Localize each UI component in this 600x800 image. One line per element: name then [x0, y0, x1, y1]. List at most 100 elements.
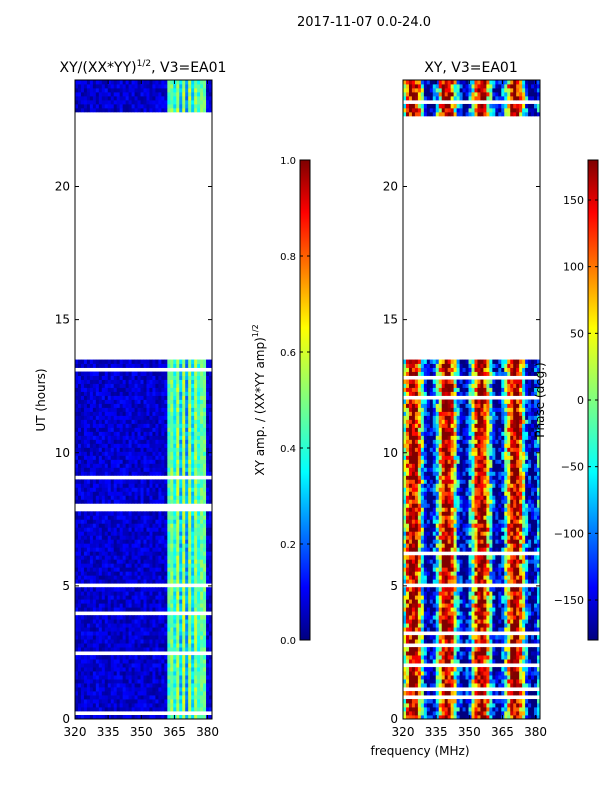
- amplitude-heatmap-cell: [128, 691, 132, 696]
- amplitude-heatmap-cell: [110, 483, 115, 488]
- phase-heatmap-cell: [480, 683, 484, 688]
- amplitude-heatmap-cell: [191, 83, 195, 89]
- amplitude-heatmap-cell: [77, 515, 82, 520]
- amplitude-heatmap-cell: [89, 703, 94, 708]
- phase-heatmap-cell: [531, 647, 535, 652]
- phase-heatmap-cell: [447, 639, 452, 644]
- amplitude-heatmap-cell: [80, 631, 85, 636]
- amplitude-heatmap-cell: [158, 675, 162, 680]
- phase-heatmap-cell: [453, 635, 458, 640]
- amplitude-heatmap-cell: [134, 415, 138, 420]
- amplitude-heatmap-cell: [134, 83, 138, 89]
- amplitude-heatmap-cell: [131, 659, 135, 664]
- amplitude-heatmap-cell: [200, 695, 204, 700]
- amplitude-heatmap-cell: [89, 359, 94, 364]
- amplitude-heatmap-cell: [122, 451, 127, 456]
- phase-heatmap-cell: [462, 667, 466, 672]
- amplitude-heatmap-cell: [152, 715, 156, 720]
- amplitude-heatmap-cell: [143, 695, 147, 700]
- amplitude-heatmap-cell: [80, 451, 85, 456]
- amplitude-heatmap-cell: [143, 387, 147, 392]
- amplitude-heatmap-cell: [203, 627, 207, 632]
- amplitude-heatmap-cell: [167, 495, 171, 500]
- amplitude-heatmap-cell: [98, 707, 103, 712]
- phase-heatmap-cell: [417, 707, 422, 712]
- amplitude-heatmap-cell: [176, 439, 180, 444]
- amplitude-heatmap-cell: [176, 455, 180, 460]
- amplitude-heatmap-cell: [113, 567, 118, 572]
- amplitude-heatmap-cell: [95, 479, 100, 484]
- amplitude-heatmap-cell: [179, 479, 183, 484]
- amplitude-heatmap-cell: [143, 459, 147, 464]
- amplitude-heatmap-cell: [155, 423, 159, 428]
- amplitude-heatmap-cell: [134, 615, 138, 620]
- amplitude-heatmap-cell: [203, 543, 207, 548]
- amplitude-heatmap-cell: [83, 671, 88, 676]
- amplitude-heatmap-cell: [167, 567, 171, 572]
- amplitude-heatmap-cell: [188, 687, 192, 692]
- amplitude-heatmap-cell: [104, 99, 109, 105]
- phase-heatmap-cell: [534, 683, 538, 688]
- phase-heatmap-cell: [414, 651, 419, 656]
- amplitude-colorbar-label: XY amp. / (XX*YY amp)1/2: [251, 324, 267, 475]
- amplitude-heatmap-cell: [152, 411, 156, 416]
- amplitude-heatmap-cell: [86, 547, 91, 552]
- amplitude-heatmap-cell: [158, 699, 162, 704]
- amplitude-heatmap-cell: [188, 535, 192, 540]
- phase-heatmap-cell: [480, 651, 484, 656]
- amplitude-heatmap-cell: [95, 623, 100, 628]
- phase-heatmap-cell: [495, 639, 499, 644]
- phase-heatmap-cell: [462, 659, 466, 664]
- amplitude-heatmap-cell: [185, 459, 189, 464]
- amplitude-heatmap-cell: [161, 571, 165, 576]
- amplitude-heatmap-cell: [209, 539, 213, 544]
- amplitude-heatmap-cell: [113, 447, 118, 452]
- phase-heatmap-cell: [450, 691, 455, 696]
- amplitude-heatmap-cell: [209, 431, 213, 436]
- amplitude-heatmap-cell: [188, 403, 192, 408]
- amplitude-heatmap-cell: [209, 107, 213, 113]
- amplitude-heatmap-cell: [206, 379, 210, 384]
- amplitude-heatmap-cell: [155, 455, 159, 460]
- phase-heatmap-cell: [501, 651, 505, 656]
- amplitude-heatmap-cell: [170, 555, 174, 560]
- amplitude-heatmap-cell: [146, 591, 150, 596]
- amplitude-heatmap-cell: [140, 359, 144, 364]
- amplitude-heatmap-cell: [152, 459, 156, 464]
- amplitude-heatmap-cell: [185, 559, 189, 564]
- amplitude-heatmap-cell: [86, 527, 91, 532]
- amplitude-heatmap-cell: [128, 463, 132, 468]
- amplitude-heatmap-cell: [110, 455, 115, 460]
- amplitude-heatmap-cell: [158, 411, 162, 416]
- phase-heatmap-cell: [438, 667, 443, 672]
- amplitude-heatmap-cell: [161, 511, 165, 516]
- amplitude-heatmap-cell: [95, 627, 100, 632]
- amplitude-heatmap-cell: [131, 571, 135, 576]
- amplitude-heatmap-cell: [125, 515, 130, 520]
- amplitude-heatmap-cell: [113, 87, 118, 93]
- amplitude-heatmap-cell: [86, 491, 91, 496]
- amplitude-heatmap-cell: [128, 527, 132, 532]
- phase-heatmap-cell: [474, 647, 478, 652]
- amplitude-heatmap-cell: [140, 627, 144, 632]
- amplitude-heatmap-cell: [209, 459, 213, 464]
- phase-heatmap-cell: [516, 659, 520, 664]
- amplitude-heatmap-cell: [146, 403, 150, 408]
- amplitude-heatmap-cell: [158, 691, 162, 696]
- amplitude-heatmap-cell: [104, 87, 109, 93]
- amplitude-heatmap-cell: [140, 671, 144, 676]
- amplitude-heatmap-cell: [152, 643, 156, 648]
- amplitude-heatmap-cell: [206, 87, 210, 93]
- amplitude-heatmap-cell: [200, 399, 204, 404]
- amplitude-heatmap-cell: [185, 551, 189, 556]
- amplitude-heatmap-cell: [191, 559, 195, 564]
- amplitude-heatmap-cell: [167, 87, 171, 93]
- amplitude-heatmap-cell: [116, 587, 121, 592]
- phase-heatmap-cell: [459, 683, 463, 688]
- amplitude-heatmap-cell: [191, 391, 195, 396]
- amplitude-heatmap-cell: [170, 495, 174, 500]
- amplitude-heatmap-cell: [158, 511, 162, 516]
- amplitude-heatmap-cell: [182, 623, 186, 628]
- amplitude-heatmap-cell: [75, 551, 79, 556]
- amplitude-heatmap-cell: [179, 511, 183, 516]
